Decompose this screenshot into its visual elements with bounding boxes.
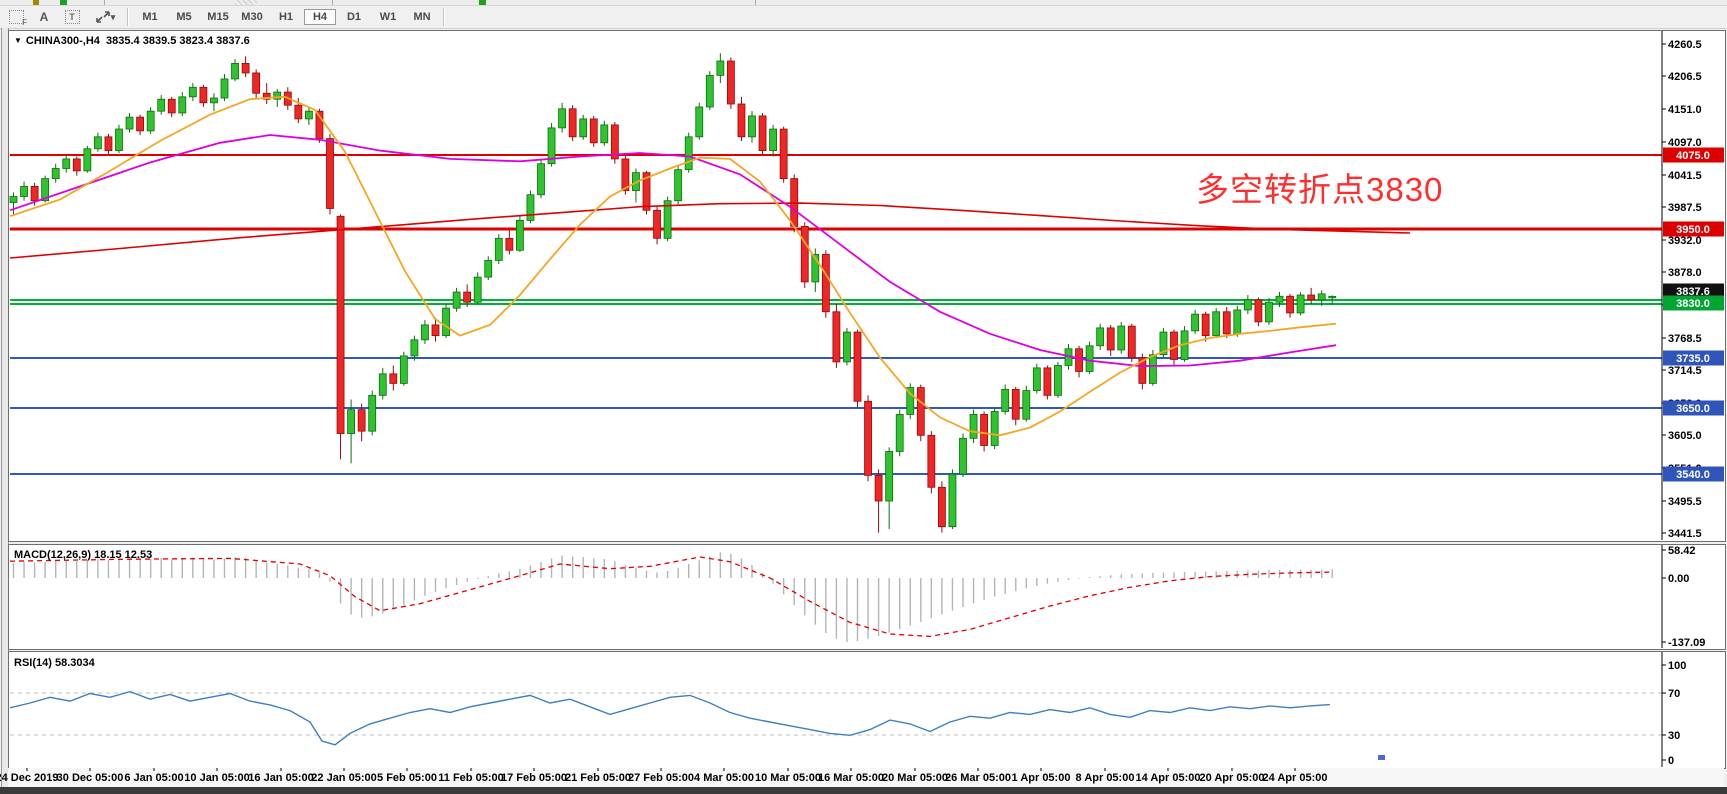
toolbar-fragment xyxy=(33,0,39,5)
toolbar-separator-fragment xyxy=(332,0,333,5)
cutoff-toolbar-strip xyxy=(0,0,1727,6)
toolbar-separator xyxy=(127,8,129,26)
toolbar-fragment xyxy=(60,0,67,5)
timeframe-button-m15[interactable]: M15 xyxy=(207,11,229,23)
toolbar-separator-fragment xyxy=(755,0,756,5)
text-box-t-icon[interactable]: T xyxy=(60,8,84,26)
time-axis[interactable] xyxy=(8,768,1724,787)
price-chart-panel[interactable] xyxy=(8,30,1726,542)
symbol-dropdown-triangle-icon[interactable]: ▼ xyxy=(14,36,22,45)
toolbar-fragment xyxy=(479,0,486,5)
timeframe-button-bar: M1 M5 M15 M30 H1 H4 D1 W1 MN xyxy=(134,9,438,25)
timeframe-button-h4[interactable]: H4 xyxy=(304,9,336,25)
timeframe-button-h1[interactable]: H1 xyxy=(278,11,294,23)
toolbar-separator xyxy=(443,8,445,26)
timeframe-button-d1[interactable]: D1 xyxy=(346,11,362,23)
rsi-indicator-panel[interactable] xyxy=(8,651,1726,769)
chinese-annotation-text: 多空转折点3830 xyxy=(1196,171,1444,208)
symbol-timeframe-label: CHINA300-,H4 xyxy=(25,35,100,47)
chart-toolbar: F A T ▾ M1 M5 M15 M30 H1 H4 D1 W1 MN xyxy=(0,6,1727,29)
timeframe-button-m5[interactable]: M5 xyxy=(176,11,192,23)
chart-title: ▼ CHINA300-,H4 3835.4 3839.5 3823.4 3837.… xyxy=(14,35,250,47)
toolbar-fragment xyxy=(235,0,257,5)
timeframe-button-mn[interactable]: MN xyxy=(413,11,431,23)
macd-label: MACD(12,26,9) 18.15 12.53 xyxy=(14,549,153,561)
rsi-label: RSI(14) 58.3034 xyxy=(14,657,95,669)
timeframe-button-m30[interactable]: M30 xyxy=(241,11,263,23)
bottom-window-edge xyxy=(0,787,1727,794)
timeframe-button-m1[interactable]: M1 xyxy=(142,11,158,23)
dropdown-caret-icon: ▾ xyxy=(110,11,116,22)
ohlc-values: 3835.4 3839.5 3823.4 3837.6 xyxy=(106,35,250,47)
timeframe-button-w1[interactable]: W1 xyxy=(379,11,397,23)
arrows-tool-icon[interactable]: ▾ xyxy=(88,8,122,26)
crosshair-grid-icon[interactable]: F xyxy=(4,8,28,27)
toolbar-separator-fragment xyxy=(104,0,105,5)
diagonal-arrows-glyph xyxy=(95,11,110,23)
text-label-a-icon[interactable]: A xyxy=(39,10,49,24)
macd-indicator-panel[interactable] xyxy=(8,544,1726,650)
